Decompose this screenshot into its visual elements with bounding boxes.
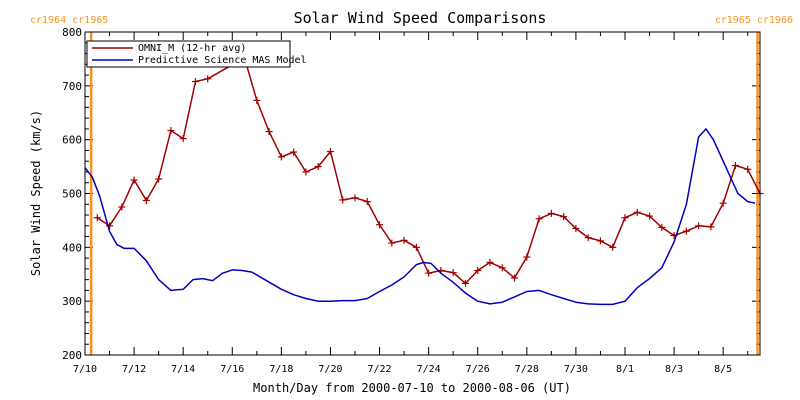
x-tick-label: 7/16: [220, 364, 244, 375]
x-tick-label: 8/3: [665, 364, 683, 375]
y-tick-label: 800: [62, 26, 82, 39]
data-point: [535, 215, 543, 223]
data-point: [719, 199, 727, 207]
y-tick-label: 400: [62, 241, 82, 254]
data-point: [621, 214, 629, 222]
tick-marks: [84, 31, 760, 356]
data-point: [560, 213, 568, 221]
data-point: [314, 163, 322, 171]
data-point: [93, 214, 101, 222]
x-axis-label: Month/Day from 2000-07-10 to 2000-08-06 …: [253, 381, 571, 395]
data-point: [277, 153, 285, 161]
data-point: [204, 75, 212, 83]
data-point: [155, 175, 163, 183]
data-point: [400, 236, 408, 244]
x-tick-label: 8/5: [714, 364, 732, 375]
y-axis-label: Solar Wind Speed (km/s): [29, 110, 43, 276]
legend: OMNI_M (12-hr avg) Predictive Science MA…: [86, 40, 307, 68]
data-point: [584, 234, 592, 242]
legend-label-mas: Predictive Science MAS Model: [138, 55, 307, 66]
cr-label-right: cr1965 cr1966: [715, 15, 793, 26]
data-point: [682, 227, 690, 235]
data-point: [412, 243, 420, 251]
data-point: [376, 221, 384, 229]
data-point: [658, 223, 666, 231]
x-tick-label: 7/22: [367, 364, 391, 375]
data-point: [142, 196, 150, 204]
x-tick-label: 7/14: [171, 364, 195, 375]
data-point: [572, 224, 580, 232]
plot-area: [84, 54, 764, 306]
data-point: [290, 148, 298, 156]
x-tick-label: 7/26: [466, 364, 490, 375]
x-tick-label: 7/24: [417, 364, 441, 375]
data-point: [461, 279, 469, 287]
data-point: [596, 237, 604, 245]
data-point: [511, 274, 519, 282]
data-point: [425, 269, 433, 277]
data-point: [547, 209, 555, 217]
x-tick-label: 8/1: [616, 364, 634, 375]
y-tick-label: 700: [62, 80, 82, 93]
legend-box: [86, 40, 291, 68]
legend-label-omni: OMNI_M (12-hr avg): [138, 43, 246, 54]
data-point: [474, 266, 482, 274]
x-tick-label: 7/20: [318, 364, 342, 375]
series-line-0: [96, 57, 761, 285]
data-point: [646, 212, 654, 220]
data-point: [363, 198, 371, 206]
x-tick-labels: 7/10 7/12 7/14 7/16 7/18 7/20 7/22 7/24 7/26 7/28…: [73, 364, 732, 375]
plot-frame: [84, 31, 761, 356]
y-tick-label: 300: [62, 295, 82, 308]
data-point: [130, 176, 138, 184]
series-line-1: [84, 128, 756, 306]
x-tick-label: 7/28: [515, 364, 539, 375]
y-tick-label: 200: [62, 349, 82, 362]
data-point: [388, 239, 396, 247]
x-tick-label: 7/18: [269, 364, 293, 375]
data-point: [523, 253, 531, 261]
cr-label-left: cr1964 cr1965: [30, 15, 108, 26]
data-point: [449, 269, 457, 277]
data-point: [486, 258, 494, 266]
chart-title: Solar Wind Speed Comparisons: [294, 9, 547, 27]
data-point: [498, 264, 506, 272]
data-point: [179, 135, 187, 143]
x-tick-label: 7/30: [564, 364, 588, 375]
data-point: [609, 243, 617, 251]
data-point: [167, 127, 175, 135]
data-point: [633, 208, 641, 216]
x-tick-label: 7/10: [73, 364, 97, 375]
data-point: [265, 128, 273, 136]
data-point: [339, 196, 347, 204]
data-point: [302, 168, 310, 176]
x-tick-label: 7/12: [122, 364, 146, 375]
y-tick-label: 500: [62, 188, 82, 201]
data-point: [253, 96, 261, 104]
data-point: [351, 194, 359, 202]
data-point: [707, 223, 715, 231]
data-point: [326, 148, 334, 156]
rotation-markers: [89, 32, 759, 355]
data-point: [191, 78, 199, 86]
data-point: [695, 222, 703, 230]
data-point: [731, 162, 739, 170]
y-tick-labels: 200 300 400 500 600 700 800: [62, 26, 82, 362]
y-tick-label: 600: [62, 134, 82, 147]
data-point: [744, 165, 752, 173]
data-point: [118, 203, 126, 211]
